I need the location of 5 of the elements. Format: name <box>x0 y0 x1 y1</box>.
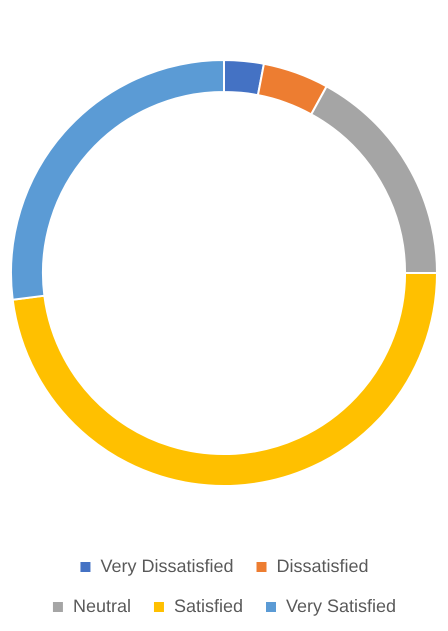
legend-label: Very Satisfied <box>286 596 396 616</box>
legend-label: Neutral <box>72 596 131 616</box>
legend-label: Satisfied <box>174 596 244 616</box>
legend-label: Dissatisfied <box>276 556 369 576</box>
legend-label: Very Dissatisfied <box>100 556 234 576</box>
